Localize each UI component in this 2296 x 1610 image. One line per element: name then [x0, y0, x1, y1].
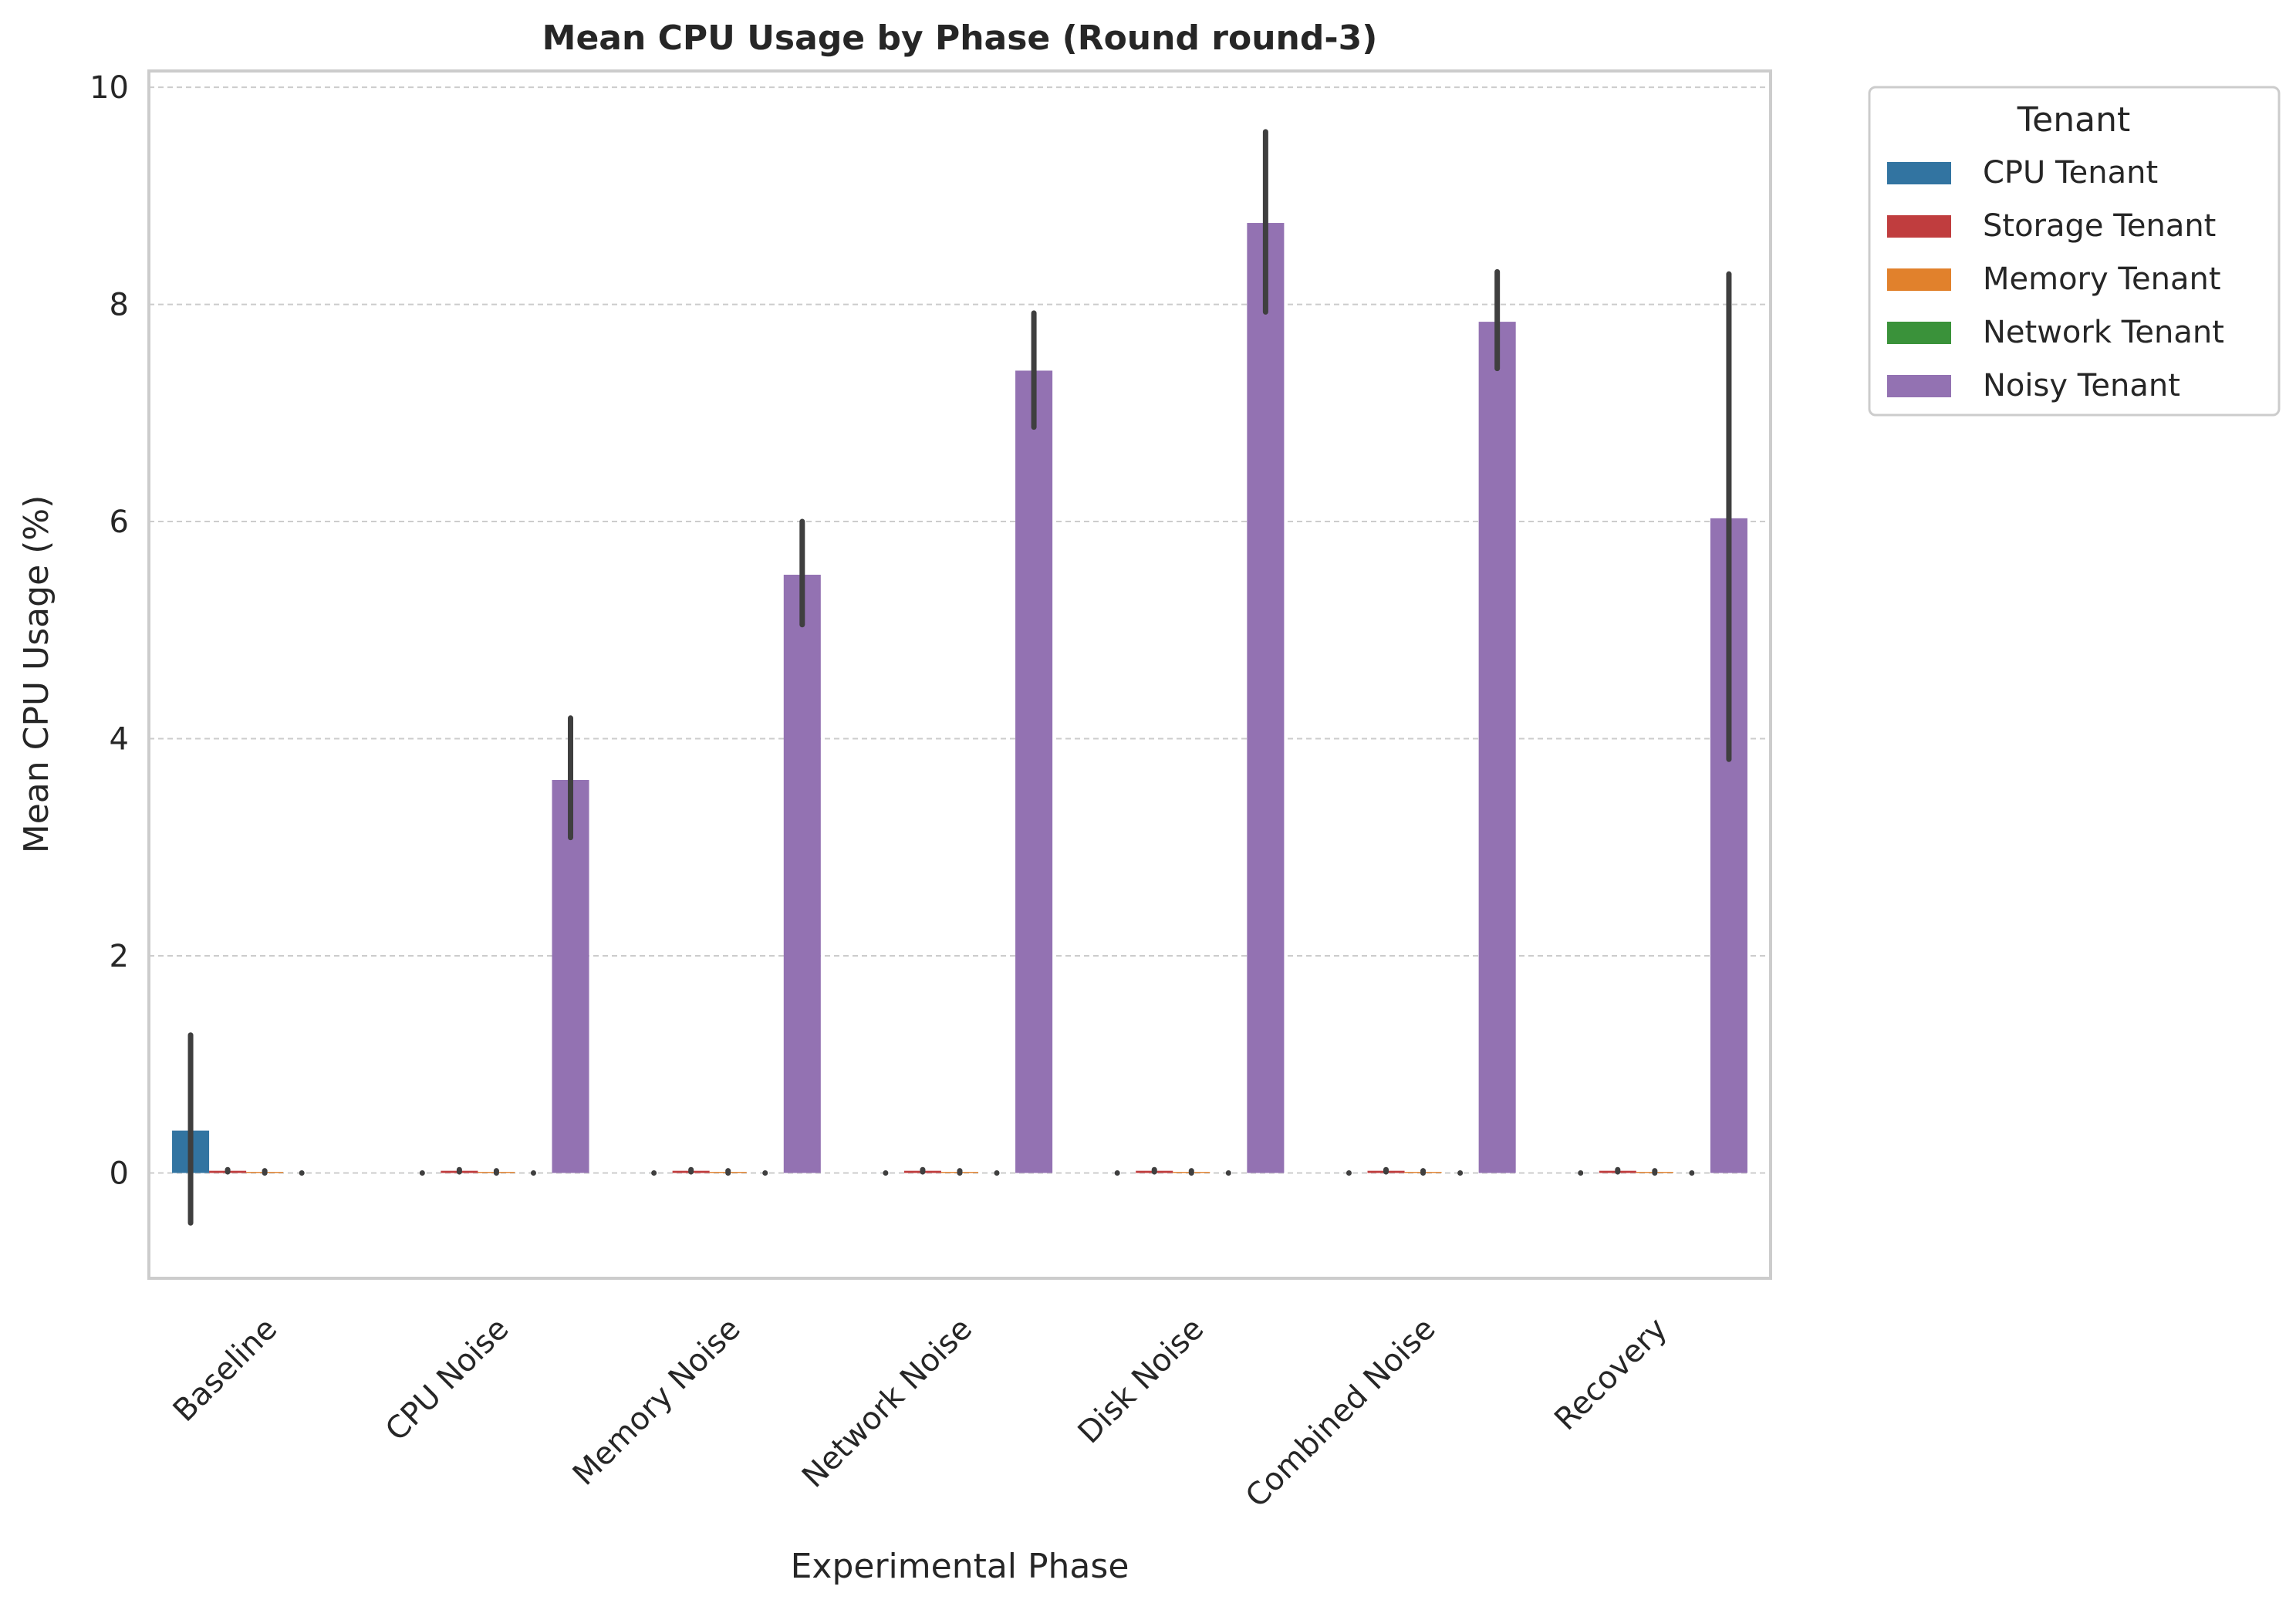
plot-frame	[147, 69, 1772, 1280]
legend-label-storage-tenant: Storage Tenant	[1983, 208, 2216, 244]
legend-label-network-tenant: Network Tenant	[1983, 315, 2224, 350]
legend-label-noisy-tenant: Noisy Tenant	[1983, 368, 2180, 403]
bars	[172, 223, 1747, 1173]
legend-swatch-network-tenant	[1887, 322, 1951, 344]
legend-swatch-memory-tenant	[1887, 268, 1951, 291]
y-tick-label: 2	[110, 939, 129, 974]
bar-noisy-tenant-cpu-noise	[552, 780, 589, 1173]
y-tick-label: 6	[110, 505, 129, 540]
y-tick-label: 4	[110, 722, 129, 758]
y-tick-label: 0	[110, 1156, 129, 1191]
legend-label-cpu-tenant: CPU Tenant	[1983, 155, 2158, 191]
error-bars	[187, 129, 1732, 1226]
legend-swatch-noisy-tenant	[1887, 375, 1951, 397]
legend: Tenant CPU Tenant Storage Tenant Memory Te…	[1868, 86, 2281, 417]
y-tick-labels: 0 2 4 6 8 10	[89, 70, 129, 1191]
chart-title: Mean CPU Usage by Phase (Round round-3)	[542, 19, 1378, 58]
legend-swatch-storage-tenant	[1887, 215, 1951, 238]
legend-items: CPU Tenant Storage Tenant Memory Tenant Net…	[1887, 155, 2224, 403]
legend-swatch-cpu-tenant	[1887, 162, 1951, 184]
legend-frame	[1868, 86, 2281, 417]
x-axis-title: Experimental Phase	[791, 1547, 1129, 1586]
legend-title: Tenant	[2017, 100, 2130, 140]
bar-noisy-tenant-network-noise	[1015, 370, 1053, 1173]
y-tick-label: 8	[110, 288, 129, 323]
bar-noisy-tenant-disk-noise	[1247, 223, 1285, 1173]
bar-noisy-tenant-combined-noise	[1478, 322, 1516, 1173]
legend-label-memory-tenant: Memory Tenant	[1983, 262, 2221, 297]
y-axis-title: Mean CPU Usage (%)	[17, 495, 56, 854]
y-tick-label: 10	[89, 70, 129, 106]
bar-noisy-tenant-memory-noise	[783, 575, 821, 1173]
